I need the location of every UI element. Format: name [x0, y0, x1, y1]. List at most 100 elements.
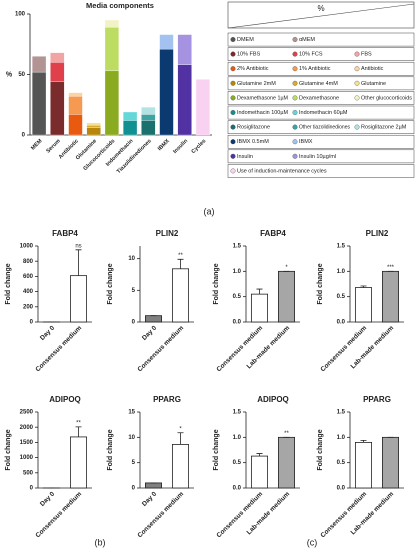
legend-label: Insulin 10µg/ml	[299, 154, 336, 160]
bar-segment	[123, 111, 138, 121]
bar-segment	[104, 70, 119, 136]
legend-swatch	[230, 168, 236, 174]
y-tick-label: 0.0	[233, 486, 242, 492]
panel-label: (a)	[204, 206, 215, 216]
bar	[144, 482, 162, 489]
bar	[171, 444, 189, 489]
y-tick-label: 0.0	[337, 486, 346, 492]
legend-label: Indomethacin 60µM	[299, 110, 348, 116]
bar	[381, 436, 399, 489]
bar-segment	[141, 120, 156, 136]
legend-label: IBMX	[299, 139, 313, 145]
chart-title: PLIN2	[366, 229, 389, 238]
chart-title: Media components	[86, 1, 154, 10]
error-bar	[75, 426, 82, 437]
legend-label: Glutamine	[361, 81, 386, 87]
y-tick-label: 100	[15, 12, 26, 18]
legend-swatch	[230, 124, 236, 130]
bar-segment	[32, 56, 47, 73]
legend-row	[227, 164, 415, 178]
x-tick-label: Insulin	[172, 138, 189, 155]
legend-row	[227, 105, 415, 120]
y-axis-label: Fold change	[5, 429, 12, 470]
chart-title: ADIPOQ	[49, 395, 81, 404]
y-axis-label: Fold change	[213, 429, 220, 470]
y-tick-label: 1.0	[233, 269, 242, 275]
y-tick-label: 600	[23, 274, 34, 280]
x-tick-label: Consensus medium	[35, 325, 84, 374]
y-axis-label: Fold change	[5, 263, 12, 304]
legend-label: 2% Antibiotic	[237, 66, 269, 72]
legend-label: 1% Antibiotic	[299, 66, 331, 72]
y-axis-label: Fold change	[317, 429, 324, 470]
legend-swatch	[354, 95, 360, 101]
legend-row	[227, 120, 415, 134]
y-tick-label: 800	[23, 259, 34, 265]
y-tick-label: 1.0	[337, 435, 346, 441]
legend-swatch	[354, 66, 360, 72]
error-bar	[177, 258, 184, 269]
bar	[381, 270, 399, 323]
significance-label: *	[179, 426, 182, 432]
bar-segment	[123, 120, 138, 136]
bar-segment	[68, 114, 83, 136]
legend-swatch	[230, 139, 236, 145]
x-tick-label: Consensus medium	[137, 491, 186, 540]
bar-segment	[159, 34, 174, 50]
y-tick-label: 1000	[20, 244, 34, 250]
legend-swatch	[354, 80, 360, 86]
legend-row	[227, 134, 415, 149]
legend-swatch	[230, 110, 236, 115]
bar	[171, 268, 189, 323]
y-tick-label: 0.5	[337, 460, 346, 466]
legend-label: Other tiazolidinediones	[299, 125, 350, 131]
y-tick-label: 1.5	[233, 410, 242, 416]
legend-header	[227, 1, 415, 29]
bar	[354, 287, 372, 323]
x-tick-label: Consensus medium	[320, 491, 369, 540]
legend-row	[227, 32, 415, 47]
legend-swatch	[354, 124, 360, 130]
x-tick-label: Day 0	[141, 324, 158, 341]
chart-title: PPARG	[153, 395, 181, 404]
error-bar	[256, 288, 263, 295]
bar	[277, 270, 295, 323]
legend-label: 10% FBS	[237, 52, 261, 58]
legend-label: Dexamethasone	[299, 95, 339, 101]
x-tick-label: IBMX	[157, 138, 171, 152]
y-tick-label: 1.5	[337, 244, 346, 250]
bar-segment	[141, 114, 156, 121]
bar-segment	[177, 64, 192, 136]
bar	[250, 293, 268, 323]
x-tick-label: Day 0	[141, 490, 158, 507]
y-tick-label: 0.0	[337, 320, 346, 326]
legend-label: Rosiglitazone 2µM	[361, 125, 407, 131]
x-tick-label: Tiazolidinediones	[116, 138, 153, 175]
x-tick-label: Day 0	[39, 490, 56, 507]
y-tick-label: 2500	[20, 410, 34, 416]
legend-row	[227, 47, 415, 61]
y-tick-label: 50	[18, 72, 25, 78]
y-tick-label: 500	[23, 470, 34, 476]
bar	[354, 441, 372, 489]
y-tick-label: 1.5	[337, 410, 346, 416]
legend-label: Use of induction-maintenance cycles	[237, 168, 327, 174]
significance-label: **	[76, 420, 81, 426]
y-axis-label: %	[6, 71, 13, 78]
x-tick-label: Consensus medium	[137, 325, 186, 374]
bar-segment	[86, 122, 101, 126]
legend-swatch	[292, 37, 298, 42]
bar-segment	[50, 81, 65, 136]
bar-segment	[177, 34, 192, 65]
bar-segment	[195, 79, 210, 136]
significance-label: *	[285, 265, 288, 271]
y-tick-label: 0	[132, 320, 136, 326]
y-tick-label: 0	[22, 133, 26, 139]
significance-label: ns	[75, 243, 81, 249]
legend-label: αMEM	[299, 37, 315, 43]
legend-swatch	[292, 66, 298, 72]
x-tick-label: Consensus medium	[35, 491, 84, 540]
bar	[144, 315, 162, 323]
legend-swatch	[292, 153, 298, 159]
